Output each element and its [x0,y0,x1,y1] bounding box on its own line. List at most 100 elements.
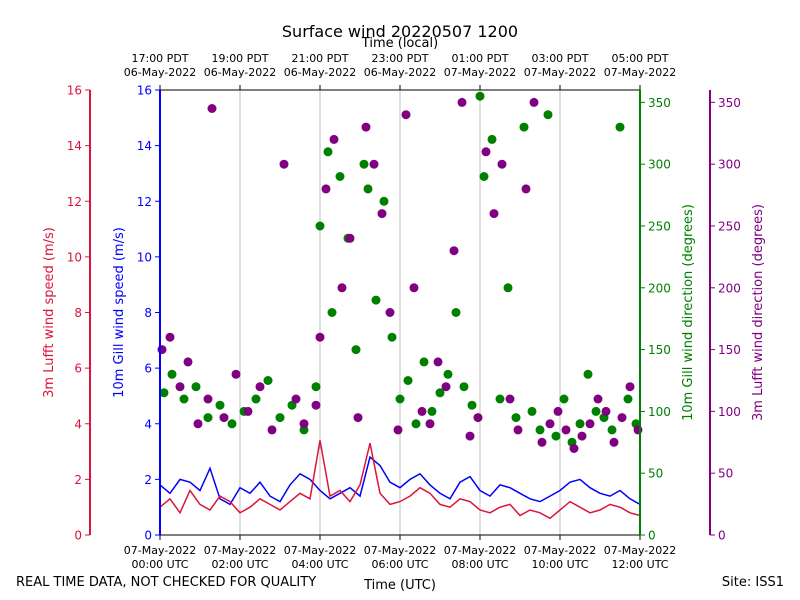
10m-gill-wind-speed-line [159,455,641,506]
3m-lufft-wind-direction-point [409,283,419,293]
x-tick-time: 04:00 UTC [291,558,348,571]
3m-lufft-wind-direction-point [401,110,411,120]
top-tick-date: 06-May-2022 [364,66,436,79]
3m-lufft-wind-direction-point [417,406,427,416]
gill_speed-tick-label: 8 [144,306,152,320]
lufft_dir-tick-label: 50 [718,467,733,481]
10m-gill-wind-direction-point [427,406,437,416]
top-tick-date: 07-May-2022 [524,66,596,79]
3m-lufft-wind-direction-point [377,209,387,219]
10m-gill-wind-direction-point [351,345,361,355]
10m-gill-wind-direction-point [443,369,453,379]
3m-lufft-wind-speed-line [159,440,641,520]
lufft_speed-tick-label: 14 [67,139,82,153]
gill_dir-tick-label: 250 [648,219,671,233]
vertical-gridlines [239,90,561,535]
top-tick-date: 07-May-2022 [444,66,516,79]
x-tick-time: 10:00 UTC [531,558,588,571]
top-tick-date: 06-May-2022 [204,66,276,79]
10m-gill-wind-direction-point [403,376,413,385]
3m-lufft-wind-direction-point [505,394,515,404]
10m-gill-wind-direction-point [527,406,537,416]
3m-lufft-wind-direction-point [243,406,253,416]
10m-gill-wind-direction-point [227,419,237,429]
3m-lufft-wind-direction-point [345,233,355,243]
3m-lufft-wind-direction-point [457,97,467,107]
10m-gill-wind-direction-point [379,196,389,206]
x-tick-date: 07-May-2022 [284,544,356,557]
x-axis-title: Time (UTC) [363,578,436,593]
10m-gill-wind-direction-point [575,419,585,429]
3m-lufft-wind-direction-point [465,431,475,441]
top-tick-time: 19:00 PDT [211,52,268,65]
3m-lufft-wind-direction-point [279,159,289,169]
3m-lufft-wind-direction-point [157,345,167,355]
3m-lufft-wind-direction-point [489,209,499,219]
3m-lufft-wind-direction-point [537,437,547,447]
3m-lufft-wind-direction-point [617,413,627,423]
x-tick-time: 02:00 UTC [211,558,268,571]
3m-lufft-wind-direction-point [481,147,491,157]
x-tick-date: 07-May-2022 [364,544,436,557]
3m-lufft-wind-direction-point [473,413,483,423]
gill_dir-tick-label: 300 [648,158,671,172]
lufft_speed-tick-label: 2 [74,473,82,487]
x-tick-time: 08:00 UTC [451,558,508,571]
lufft_dir-tick-label: 300 [718,158,741,172]
top-tick-date: 06-May-2022 [124,66,196,79]
gill_speed-tick-label: 12 [137,195,152,209]
10m-gill-wind-direction-point [411,419,421,429]
3m-lufft-wind-direction-point [497,159,507,169]
10m-gill-wind-direction-point [559,394,569,404]
gill_dir-tick-label: 200 [648,281,671,295]
3m-lufft-wind-direction-point [569,444,579,453]
10m-gill-wind-direction-point [327,308,337,317]
3m-lufft-wind-direction-point [231,369,241,379]
chart-title: Surface wind 20220507 1200 [282,22,518,41]
10m-gill-wind-direction-point [387,332,397,342]
3m-lufft-wind-direction-point [175,382,185,392]
x-tick-date: 07-May-2022 [604,544,676,557]
3m-lufft-wind-direction-point [329,134,339,144]
gill_dir-tick-label: 150 [648,343,671,357]
top-tick-time: 01:00 PDT [451,52,508,65]
10m-gill-wind-direction-point [359,159,369,169]
10m-gill-wind-direction-point [623,394,633,404]
10m-gill-wind-direction-point [179,394,189,404]
3m-lufft-wind-direction-point [545,419,555,429]
3m-lufft-wind-direction-point [561,425,571,435]
3m-lufft-wind-direction-point [625,382,635,392]
10m-gill-wind-direction-point [203,413,213,423]
3m-lufft-wind-direction-point [311,400,321,410]
lufft_dir-tick-label: 150 [718,343,741,357]
x-tick-date: 07-May-2022 [124,544,196,557]
10m-gill-wind-direction-point [511,413,521,423]
3m-lufft-wind-direction-point [609,437,619,447]
10m-gill-wind-direction-point [335,172,345,181]
gill_speed-tick-label: 6 [144,362,152,376]
top-tick-time: 17:00 PDT [131,52,188,65]
10m-gill-wind-direction-point [543,110,553,120]
top-tick-date: 07-May-2022 [604,66,676,79]
lufft_speed-tick-label: 16 [67,84,82,98]
gill_speed-tick-label: 14 [137,139,152,153]
10m-gill-wind-direction-point [159,388,169,398]
3m-lufft-wind-direction-point [449,246,459,256]
10m-gill-wind-direction-point [591,406,601,416]
3m-lufft-wind-direction-point [369,159,379,169]
x-tick-date: 07-May-2022 [524,544,596,557]
lufft_dir-axis-label: 3m Lufft wind direction (degrees) [751,204,766,421]
lufft_speed-tick-label: 4 [74,417,82,431]
quality-disclaimer: REAL TIME DATA, NOT CHECKED FOR QUALITY [16,575,317,590]
10m-gill-wind-direction-point [535,425,545,435]
lufft_dir-tick-label: 350 [718,96,741,110]
10m-gill-wind-direction-point [479,172,489,181]
3m-lufft-wind-direction-point [267,425,277,435]
3m-lufft-wind-direction-point [577,431,587,441]
10m-gill-wind-direction-point [615,122,625,132]
3m-lufft-wind-direction-point [593,394,603,404]
3m-lufft-wind-direction-point [529,97,539,107]
top-tick-time: 21:00 PDT [291,52,348,65]
3m-lufft-wind-direction-point [361,122,371,132]
